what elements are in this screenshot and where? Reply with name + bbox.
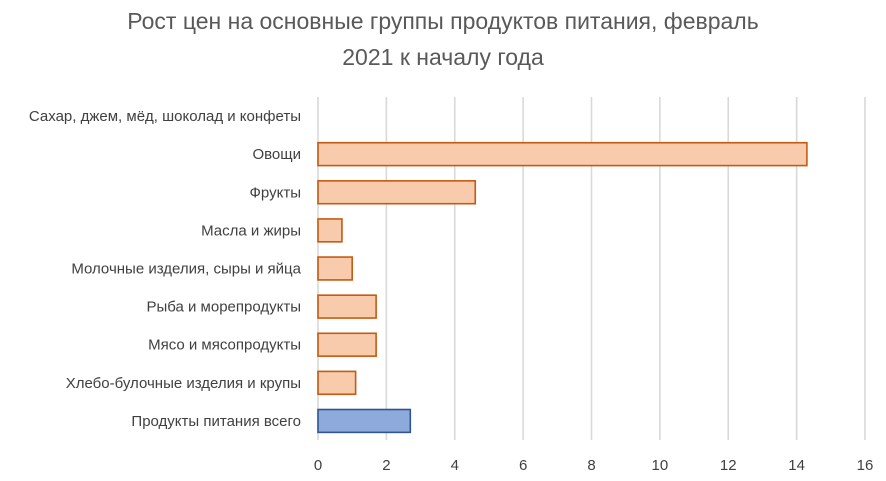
x-tick-label: 10 [652, 457, 669, 474]
x-tick-label: 14 [788, 457, 805, 474]
bar [317, 141, 808, 167]
category-label: Продукты питания всего [131, 413, 301, 430]
bar [317, 218, 343, 243]
bar [317, 256, 353, 281]
category-label: Хлебо-булочные изделия и крупы [66, 375, 301, 392]
x-tick-label: 4 [451, 457, 459, 474]
chart-title-line-1: Рост цен на основные группы продуктов пи… [127, 8, 759, 34]
category-label: Мясо и мясопродукты [148, 337, 301, 354]
category-label: Молочные изделия, сыры и яйца [71, 261, 301, 278]
bar [317, 332, 377, 357]
bar [317, 294, 377, 319]
chart-title-line-2: 2021 к началу года [342, 44, 544, 70]
bar-total [317, 408, 412, 434]
x-tick-label: 0 [314, 457, 322, 474]
x-tick-label: 6 [519, 457, 527, 474]
bar [317, 180, 477, 205]
category-label: Рыба и морепродукты [146, 299, 301, 316]
x-tick-label: 8 [587, 457, 595, 474]
category-label: Овощи [252, 146, 301, 163]
x-tick-label: 12 [720, 457, 737, 474]
x-tick-label: 16 [857, 457, 874, 474]
category-label: Масла и жиры [201, 222, 301, 239]
bar [317, 370, 357, 396]
x-tick-label: 2 [382, 457, 390, 474]
category-label: Фрукты [250, 184, 301, 201]
category-label: Сахар, джем, мёд, шоколад и конфеты [29, 108, 301, 125]
